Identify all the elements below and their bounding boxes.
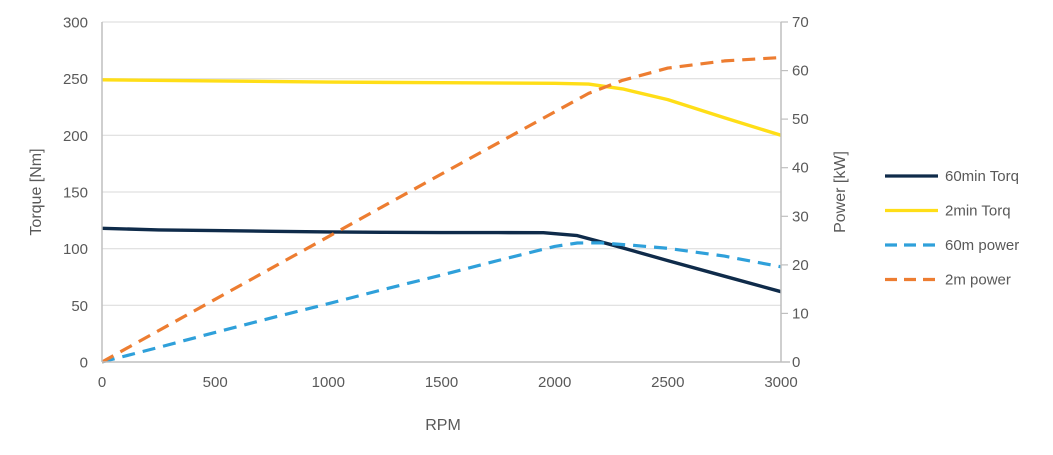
x-tick-label: 2000 (538, 374, 571, 391)
y-left-tick-label: 0 (80, 355, 88, 372)
y-right-tick-label: 40 (792, 160, 809, 177)
y-right-tick-label: 70 (792, 14, 809, 31)
x-tick-label: 2500 (651, 374, 684, 391)
legend-label-2m-power: 2m power (945, 272, 1011, 289)
legend-item-2m-power: 2m power (885, 272, 1011, 289)
y-right-tick-label: 10 (792, 305, 809, 322)
legend: 60min Torq 2min Torq 60m power 2m power (885, 168, 1019, 289)
y-right-tick-label: 30 (792, 208, 809, 225)
legend-label-60min-torq: 60min Torq (945, 168, 1019, 185)
legend-item-2min-torq: 2min Torq (885, 203, 1011, 220)
legend-label-60m-power: 60m power (945, 237, 1019, 254)
series-2m-power-line (101, 55, 782, 364)
y-left-tick-label: 250 (63, 71, 88, 88)
series-60m-power-line (101, 241, 782, 364)
series-layer (101, 55, 782, 364)
legend-item-60m-power: 60m power (885, 237, 1019, 254)
y-right-tick-label: 20 (792, 257, 809, 274)
y-right-tick-label: 0 (792, 354, 800, 371)
grid-layer (102, 21, 781, 306)
y-right-tick-label: 60 (792, 63, 809, 80)
y-left-tick-label: 150 (63, 185, 88, 202)
x-tick-label: 1000 (312, 374, 345, 391)
x-tick-label: 3000 (764, 374, 797, 391)
legend-item-60min-torq: 60min Torq (885, 168, 1019, 185)
axes-layer (101, 21, 790, 363)
series-2min-torq-line (101, 78, 782, 137)
y-left-tick-label: 50 (71, 298, 88, 315)
y-left-tick-label: 200 (63, 128, 88, 145)
y-right-axis-title: Power [kW] (832, 151, 849, 233)
y-left-tick-label: 100 (63, 241, 88, 258)
y-left-axis-title: Torque [Nm] (28, 148, 45, 235)
legend-label-2min-torq: 2min Torq (945, 203, 1011, 220)
x-tick-label: 0 (98, 374, 106, 391)
x-axis-title: RPM (425, 417, 461, 434)
y-right-tick-label: 50 (792, 111, 809, 128)
y-left-tick-label: 300 (63, 15, 88, 32)
x-tick-label: 500 (203, 374, 228, 391)
series-60min-torq-line (101, 226, 782, 294)
x-tick-label: 1500 (425, 374, 458, 391)
